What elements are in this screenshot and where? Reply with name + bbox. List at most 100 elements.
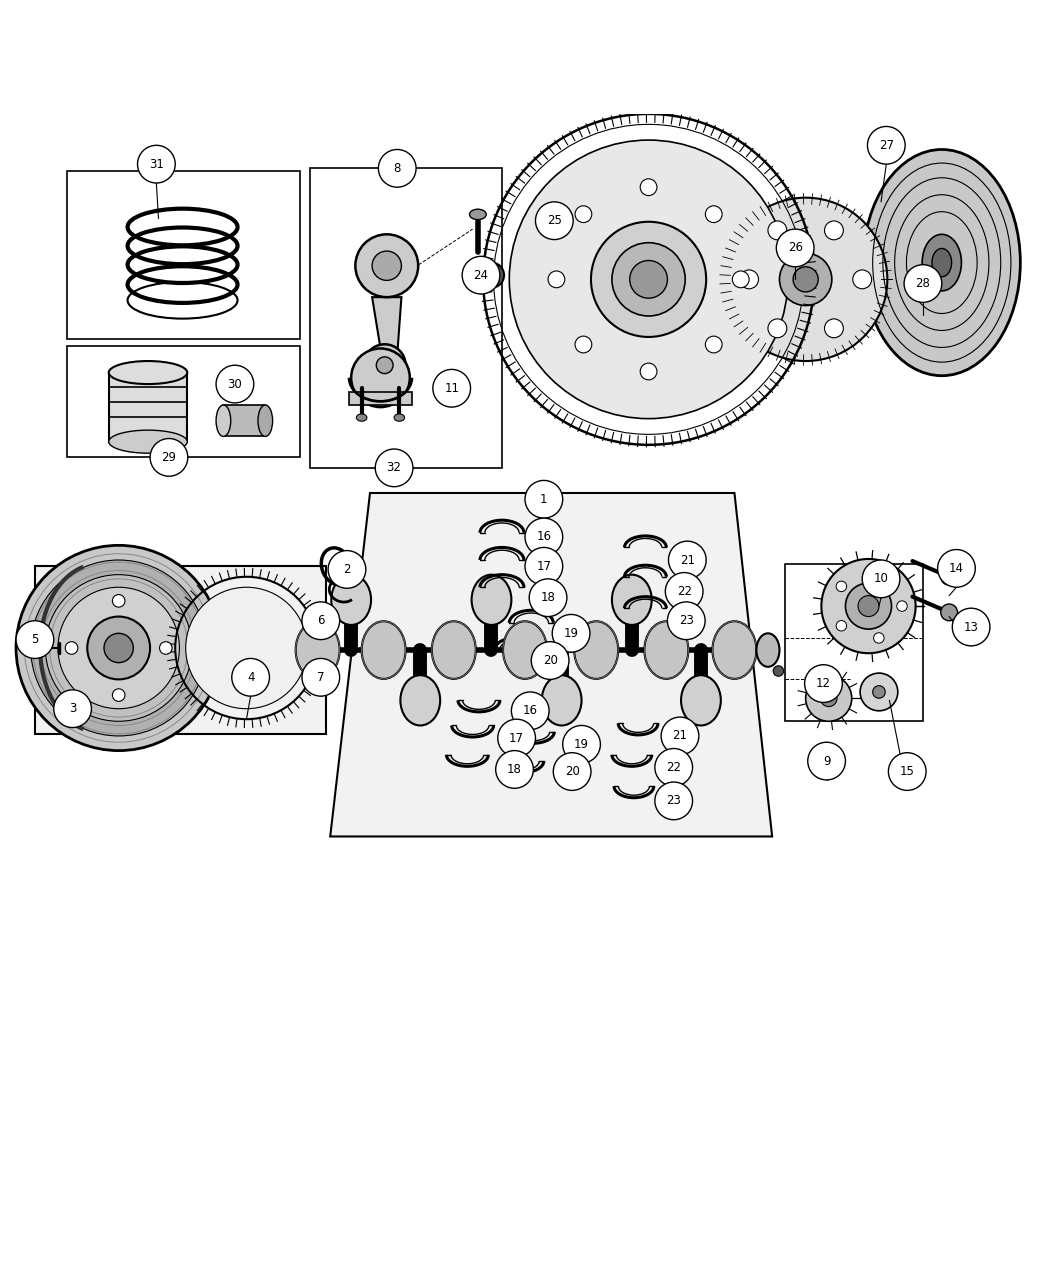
Circle shape [805, 676, 852, 722]
Ellipse shape [109, 361, 187, 384]
Ellipse shape [216, 405, 231, 436]
Text: 12: 12 [816, 677, 831, 690]
Text: 28: 28 [916, 277, 930, 289]
Circle shape [874, 569, 884, 579]
Circle shape [525, 518, 563, 556]
Ellipse shape [922, 235, 962, 291]
Circle shape [112, 688, 125, 701]
Circle shape [640, 363, 657, 380]
Text: 17: 17 [509, 732, 524, 745]
Text: 25: 25 [547, 214, 562, 227]
Text: 20: 20 [565, 765, 580, 778]
Text: 9: 9 [823, 755, 831, 768]
Circle shape [160, 641, 172, 654]
Circle shape [836, 621, 846, 631]
Ellipse shape [361, 621, 405, 678]
Circle shape [630, 260, 668, 298]
Circle shape [655, 782, 693, 820]
Ellipse shape [612, 575, 652, 625]
Text: 6: 6 [317, 615, 324, 627]
Circle shape [706, 337, 722, 353]
Circle shape [525, 481, 563, 518]
Circle shape [732, 272, 749, 288]
Ellipse shape [645, 621, 689, 678]
Circle shape [302, 658, 339, 696]
Circle shape [862, 560, 900, 598]
Text: 19: 19 [564, 627, 579, 640]
Circle shape [655, 748, 693, 787]
Ellipse shape [681, 676, 721, 725]
Ellipse shape [542, 676, 582, 725]
Bar [67, 171, 300, 339]
Circle shape [768, 319, 786, 338]
Circle shape [138, 145, 175, 184]
Circle shape [496, 751, 533, 788]
Circle shape [479, 263, 504, 288]
Text: 4: 4 [247, 671, 254, 683]
Circle shape [739, 270, 758, 288]
Ellipse shape [503, 621, 547, 678]
Text: 14: 14 [949, 562, 964, 575]
Polygon shape [330, 493, 772, 836]
Text: 13: 13 [964, 621, 979, 634]
Circle shape [509, 140, 788, 418]
Circle shape [888, 752, 926, 790]
Circle shape [591, 222, 707, 337]
Text: 21: 21 [672, 729, 688, 742]
Text: 7: 7 [317, 671, 324, 683]
Text: 23: 23 [679, 615, 694, 627]
Text: 27: 27 [879, 139, 894, 152]
Ellipse shape [394, 414, 404, 421]
Text: 29: 29 [162, 451, 176, 464]
Circle shape [612, 242, 686, 316]
Ellipse shape [574, 621, 618, 678]
Ellipse shape [713, 621, 756, 678]
Ellipse shape [296, 621, 339, 678]
Text: 21: 21 [679, 553, 695, 566]
Circle shape [807, 742, 845, 780]
Circle shape [941, 604, 958, 621]
Circle shape [952, 608, 990, 646]
Circle shape [302, 602, 339, 640]
Circle shape [845, 583, 891, 629]
Bar [311, 168, 502, 468]
Ellipse shape [469, 209, 486, 219]
Text: 16: 16 [523, 704, 538, 718]
Circle shape [531, 641, 569, 680]
Text: 26: 26 [788, 241, 802, 255]
Text: 22: 22 [676, 585, 692, 598]
Ellipse shape [109, 430, 187, 453]
Text: 2: 2 [343, 564, 351, 576]
Circle shape [853, 270, 871, 288]
Circle shape [104, 634, 133, 663]
Text: 24: 24 [474, 269, 488, 282]
Ellipse shape [356, 414, 366, 421]
Circle shape [186, 588, 308, 709]
Circle shape [706, 205, 722, 223]
Circle shape [87, 617, 150, 680]
Circle shape [874, 632, 884, 643]
Circle shape [16, 546, 222, 751]
Circle shape [669, 541, 707, 579]
Circle shape [433, 370, 470, 407]
Circle shape [372, 251, 401, 280]
Circle shape [668, 602, 706, 640]
Circle shape [529, 579, 567, 617]
Text: 1: 1 [540, 492, 548, 506]
Text: 19: 19 [574, 738, 589, 751]
Circle shape [150, 439, 188, 477]
Circle shape [54, 690, 91, 728]
Bar [224, 405, 266, 436]
Circle shape [16, 621, 54, 658]
Circle shape [363, 344, 405, 386]
Circle shape [112, 594, 125, 607]
Text: 5: 5 [32, 634, 39, 646]
Circle shape [525, 547, 563, 585]
Text: 3: 3 [69, 703, 77, 715]
Circle shape [58, 588, 180, 709]
Bar [109, 372, 187, 441]
Circle shape [836, 581, 846, 592]
Circle shape [938, 550, 975, 588]
Bar [67, 347, 300, 458]
Text: 16: 16 [537, 530, 551, 543]
